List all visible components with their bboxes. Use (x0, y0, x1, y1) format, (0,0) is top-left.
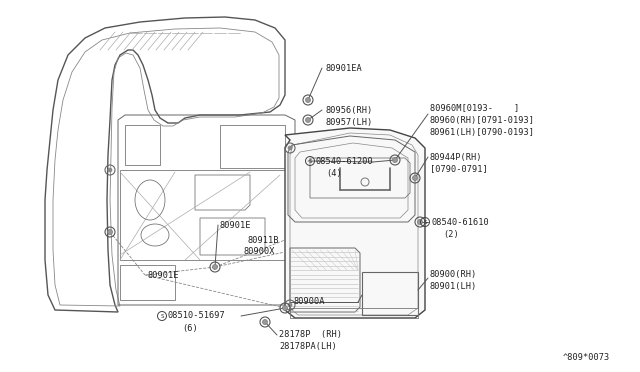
Text: 28178P  (RH): 28178P (RH) (279, 330, 342, 340)
Text: S: S (160, 314, 164, 318)
Text: S: S (423, 219, 427, 224)
Circle shape (288, 146, 292, 150)
Circle shape (108, 168, 112, 172)
Text: 80956(RH): 80956(RH) (325, 106, 372, 115)
Circle shape (212, 264, 218, 269)
Text: 80901E: 80901E (220, 221, 252, 230)
Text: 80901EA: 80901EA (325, 64, 362, 73)
Circle shape (305, 97, 310, 103)
Circle shape (262, 320, 268, 324)
Circle shape (108, 230, 113, 234)
Text: [0790-0791]: [0790-0791] (430, 164, 488, 173)
Text: S: S (308, 158, 312, 164)
Text: 80960M[0193-    ]: 80960M[0193- ] (430, 103, 519, 112)
Circle shape (282, 305, 287, 311)
Text: 28178PA(LH): 28178PA(LH) (279, 343, 337, 352)
Text: 80960(RH)[0791-0193]: 80960(RH)[0791-0193] (430, 115, 535, 125)
Polygon shape (285, 128, 425, 318)
Text: 80911B: 80911B (248, 235, 280, 244)
Text: 08540-61610: 08540-61610 (431, 218, 489, 227)
Text: 08540-61200: 08540-61200 (316, 157, 374, 166)
Text: 08510-51697: 08510-51697 (168, 311, 226, 321)
Text: (4): (4) (326, 169, 342, 177)
Circle shape (417, 219, 422, 224)
Text: 80900X: 80900X (244, 247, 275, 257)
Text: 80961(LH)[0790-0193]: 80961(LH)[0790-0193] (430, 128, 535, 137)
Text: 80900(RH): 80900(RH) (430, 270, 477, 279)
Circle shape (413, 176, 417, 180)
Text: 80901E: 80901E (147, 270, 179, 279)
Text: ^809*0073: ^809*0073 (563, 353, 611, 362)
Text: (2): (2) (443, 230, 459, 238)
Text: 80944P(RH): 80944P(RH) (430, 153, 483, 161)
Text: 80901(LH): 80901(LH) (430, 282, 477, 292)
Circle shape (305, 118, 310, 122)
Text: (6): (6) (182, 324, 198, 333)
Circle shape (288, 303, 292, 307)
Text: 80900A: 80900A (293, 298, 324, 307)
Text: 80957(LH): 80957(LH) (325, 118, 372, 126)
Circle shape (392, 157, 397, 163)
